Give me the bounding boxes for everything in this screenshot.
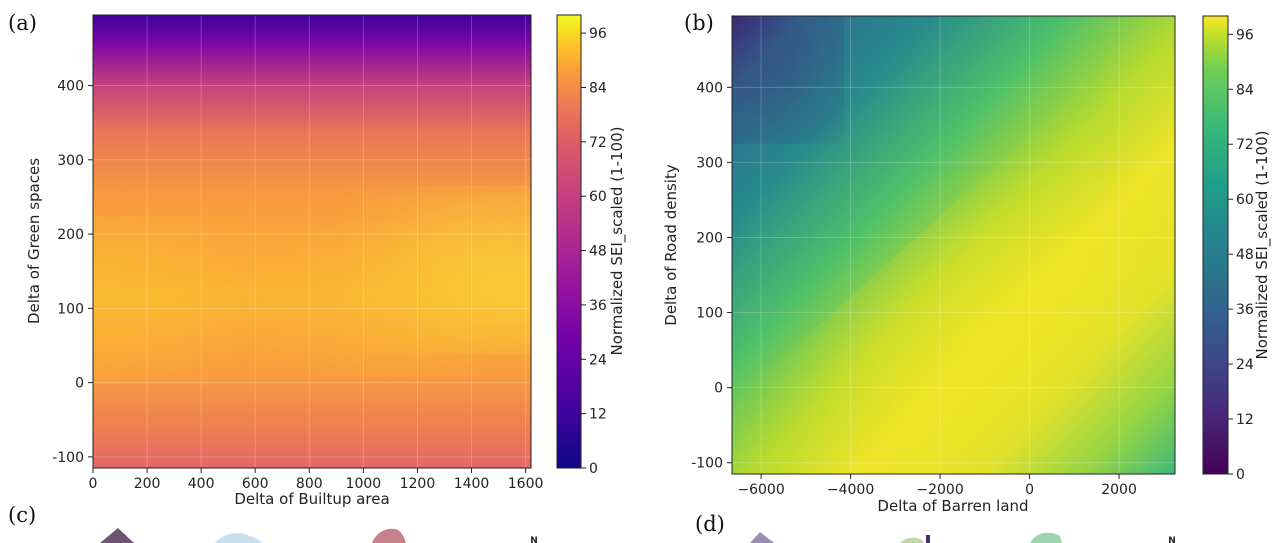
axes-frame-b <box>731 15 1176 475</box>
y-tick-label-a: 400 <box>57 79 84 95</box>
x-axis-b: −6000 −4000 −2000 0 2000 <box>737 474 1137 498</box>
colorbar-tick-label-a: 0 <box>589 461 598 477</box>
heatmap-b <box>732 16 1175 474</box>
map-fragment-c3 <box>372 528 406 543</box>
map-fragment-d2 <box>900 537 924 543</box>
colorbar-ticks-b: 0 12 24 36 48 60 72 84 96 <box>1228 27 1254 483</box>
colorbar-a <box>556 14 582 469</box>
y-tick-label-b: 100 <box>696 306 723 322</box>
y-tick-label-a: 300 <box>57 153 84 169</box>
grid-b <box>732 16 1175 474</box>
colorbar-tick-label-a: 48 <box>589 244 607 260</box>
colorbar-tick-label-b: 72 <box>1236 137 1254 153</box>
colorbar-tick-label-b: 12 <box>1236 412 1254 428</box>
heatmap-a <box>93 15 531 468</box>
colorbar-tick-label-a: 60 <box>589 189 607 205</box>
colorbar-ticks-a: 0 12 24 36 48 60 72 84 96 <box>581 26 607 477</box>
x-tick-label-a: 1200 <box>400 476 436 492</box>
colorbar-tick-label-a: 24 <box>589 352 607 368</box>
y-tick-label-b: 200 <box>696 230 723 246</box>
x-tick-label-b: −6000 <box>737 482 784 498</box>
x-tick-label-a: 400 <box>188 476 215 492</box>
x-tick-label-b: 0 <box>1025 482 1034 498</box>
map-fragment-c2 <box>215 533 262 543</box>
north-arrow-c: N <box>530 536 538 543</box>
x-tick-label-b: 2000 <box>1101 482 1137 498</box>
map-fragment-c1 <box>100 528 134 543</box>
y-tick-label-b: 0 <box>714 381 723 397</box>
x-tick-label-a: 600 <box>242 476 269 492</box>
panel-b: (b) −6000 −4000 −2000 0 2000 -100 0 100 200 300 4… <box>662 11 1272 515</box>
colorbar-b <box>1202 15 1229 475</box>
x-tick-label-b: −2000 <box>916 482 963 498</box>
map-fragment-d4 <box>1030 532 1062 543</box>
panel-a-letter: (a) <box>8 11 37 35</box>
colorbar-tick-label-a: 72 <box>589 135 607 151</box>
panel-d: (d) N <box>695 512 1176 543</box>
x-tick-label-a: 1400 <box>454 476 490 492</box>
y-axis-a: -100 0 100 200 300 400 <box>52 79 93 466</box>
colorbar-tick-label-a: 84 <box>589 80 607 96</box>
y-tick-label-a: 0 <box>75 376 84 392</box>
y-tick-label-b: -100 <box>691 456 723 472</box>
x-tick-label-a: 0 <box>89 476 98 492</box>
x-tick-label-b: −4000 <box>827 482 874 498</box>
map-fragment-d1 <box>750 532 774 543</box>
colorbar-tick-label-b: 24 <box>1236 357 1254 373</box>
panel-d-letter: (d) <box>695 512 725 536</box>
panel-b-letter: (b) <box>684 11 714 35</box>
panel-c-letter: (c) <box>8 503 36 527</box>
axes-frame-a <box>92 14 532 469</box>
panel-c: (c) N <box>8 503 538 543</box>
map-fragment-d3 <box>926 535 930 543</box>
colorbar-label-b: Normalized SEI_scaled (1-100) <box>1253 131 1272 360</box>
y-tick-label-b: 300 <box>696 155 723 171</box>
north-arrow-d: N <box>1168 536 1176 543</box>
x-tick-label-a: 800 <box>296 476 323 492</box>
y-tick-label-a: 200 <box>57 227 84 243</box>
x-tick-label-a: 1600 <box>508 476 544 492</box>
colorbar-tick-label-b: 84 <box>1236 82 1254 98</box>
y-tick-label-b: 400 <box>696 80 723 96</box>
y-axis-b: -100 0 100 200 300 400 <box>691 80 732 472</box>
colorbar-tick-label-b: 36 <box>1236 302 1254 318</box>
y-axis-label-a: Delta of Green spaces <box>25 158 43 324</box>
colorbar-label-a: Normalized SEI_scaled (1-100) <box>608 127 627 356</box>
y-tick-label-a: -100 <box>52 450 84 466</box>
x-tick-label-a: 200 <box>134 476 161 492</box>
panel-a: (a) 0 200 400 600 800 1000 1200 1400 1600 -10001… <box>8 11 627 508</box>
x-tick-label-a: 1000 <box>346 476 382 492</box>
colorbar-tick-label-b: 48 <box>1236 247 1254 263</box>
y-axis-label-b: Delta of Road density <box>662 164 680 326</box>
colorbar-tick-label-b: 96 <box>1236 27 1254 43</box>
colorbar-tick-label-a: 96 <box>589 26 607 42</box>
x-axis-label-a: Delta of Builtup area <box>234 490 389 508</box>
x-axis-a: 0 200 400 600 800 1000 1200 1400 1600 <box>89 468 544 492</box>
colorbar-tick-label-b: 0 <box>1236 467 1245 483</box>
colorbar-tick-label-b: 60 <box>1236 192 1254 208</box>
x-axis-label-b: Delta of Barren land <box>877 497 1028 515</box>
colorbar-tick-label-a: 12 <box>589 407 607 423</box>
y-tick-label-a: 100 <box>57 301 84 317</box>
colorbar-tick-label-a: 36 <box>589 298 607 314</box>
